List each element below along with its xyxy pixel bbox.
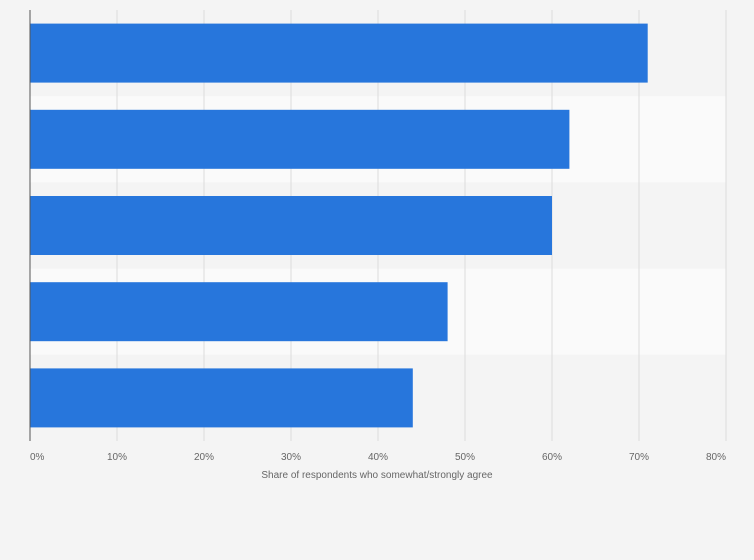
x-tick-label: 40% <box>368 452 388 463</box>
bars <box>30 23 648 428</box>
x-tick-label: 10% <box>107 452 127 463</box>
x-tick-label: 70% <box>629 452 649 463</box>
bar <box>30 109 570 169</box>
x-tick-label: 0% <box>30 452 45 463</box>
x-tick-label: 20% <box>194 452 214 463</box>
x-tick-labels: 0% 10% 20% 30% 40% 50% 60% 70% 80% <box>30 452 726 463</box>
bar <box>30 196 552 255</box>
x-tick-label: 30% <box>281 452 301 463</box>
x-tick-label: 60% <box>542 452 562 463</box>
x-axis-title: Share of respondents who somewhat/strong… <box>261 470 493 481</box>
bar <box>30 23 648 83</box>
x-tick-label: 50% <box>455 452 475 463</box>
bar <box>30 368 413 428</box>
x-tick-label: 80% <box>706 452 726 463</box>
bar <box>30 282 448 342</box>
